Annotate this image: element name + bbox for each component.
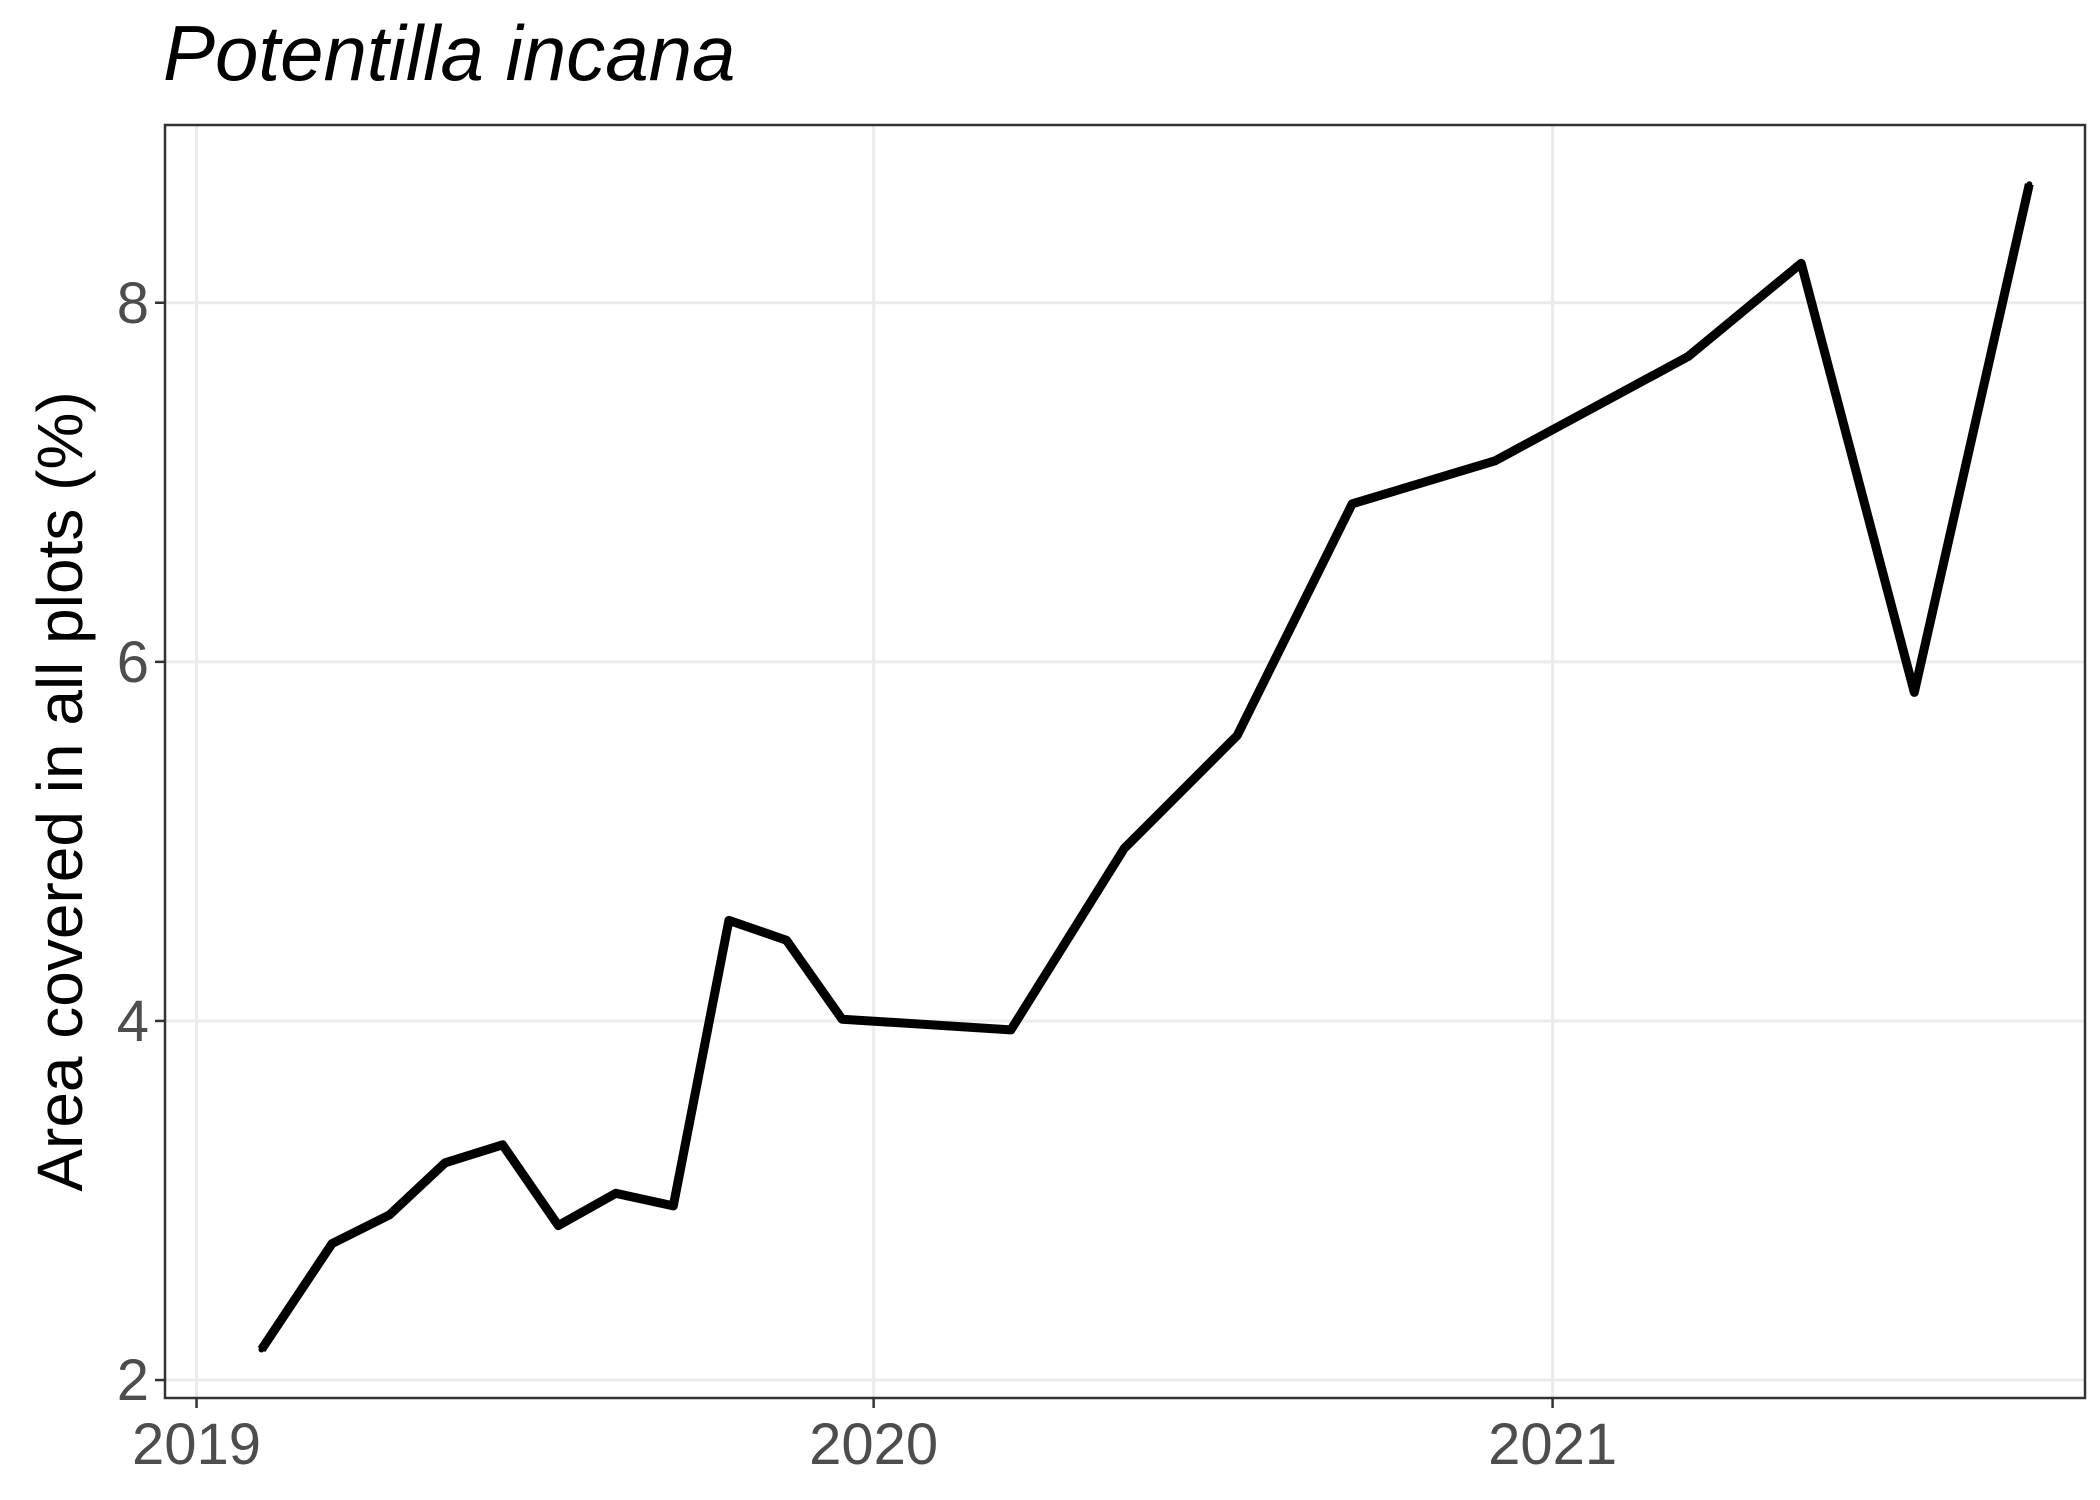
plot-panel-border: [163, 123, 2087, 1400]
data-point: [1798, 260, 1805, 267]
grid-lines: [165, 125, 2085, 1398]
data-point: [725, 917, 732, 924]
data-point: [1685, 353, 1692, 360]
data-point: [1121, 845, 1128, 852]
x-tick-label: 2020: [809, 1412, 938, 1477]
axis-ticks: 2 4 6 8 2019 2020 2021: [117, 271, 1617, 1477]
y-tick-label: 2: [117, 1348, 149, 1413]
data-point: [1349, 500, 1356, 507]
data-point: [1007, 1026, 1014, 1033]
y-tick-label: 6: [117, 630, 149, 695]
data-point: [1492, 457, 1499, 464]
data-point: [612, 1190, 619, 1197]
data-point: [2026, 181, 2033, 188]
y-tick-label: 8: [117, 271, 149, 336]
data-point: [1234, 732, 1241, 739]
data-point: [499, 1141, 506, 1148]
data-point: [328, 1240, 335, 1247]
chart-title: Potentilla incana: [163, 9, 736, 97]
data-point: [258, 1346, 265, 1353]
data-point: [839, 1016, 846, 1023]
data-point: [442, 1159, 449, 1166]
y-axis-title: Area covered in all plots (%): [24, 391, 96, 1191]
data-point: [670, 1202, 677, 1209]
x-tick-label: 2019: [132, 1412, 261, 1477]
data-point: [1911, 689, 1918, 696]
data-point: [783, 937, 790, 944]
series-line-layer: [257, 181, 2034, 1353]
x-tick-label: 2021: [1488, 1412, 1617, 1477]
y-tick-label: 4: [117, 989, 149, 1054]
data-point: [555, 1222, 562, 1229]
data-point: [386, 1211, 393, 1218]
series-line: [257, 183, 2034, 1352]
